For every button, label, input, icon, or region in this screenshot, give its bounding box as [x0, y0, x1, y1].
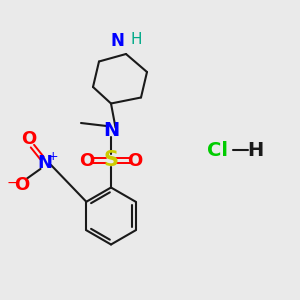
Text: O: O: [80, 152, 94, 169]
Text: N: N: [103, 121, 119, 140]
Text: H: H: [131, 32, 142, 47]
Text: H: H: [247, 140, 263, 160]
Text: N: N: [38, 154, 52, 172]
Text: S: S: [103, 151, 118, 170]
Text: +: +: [47, 149, 58, 163]
Text: Cl: Cl: [207, 140, 228, 160]
Text: O: O: [14, 176, 29, 194]
Text: N: N: [111, 32, 124, 50]
Text: O: O: [21, 130, 36, 148]
Text: −: −: [6, 176, 18, 190]
Text: O: O: [128, 152, 142, 169]
